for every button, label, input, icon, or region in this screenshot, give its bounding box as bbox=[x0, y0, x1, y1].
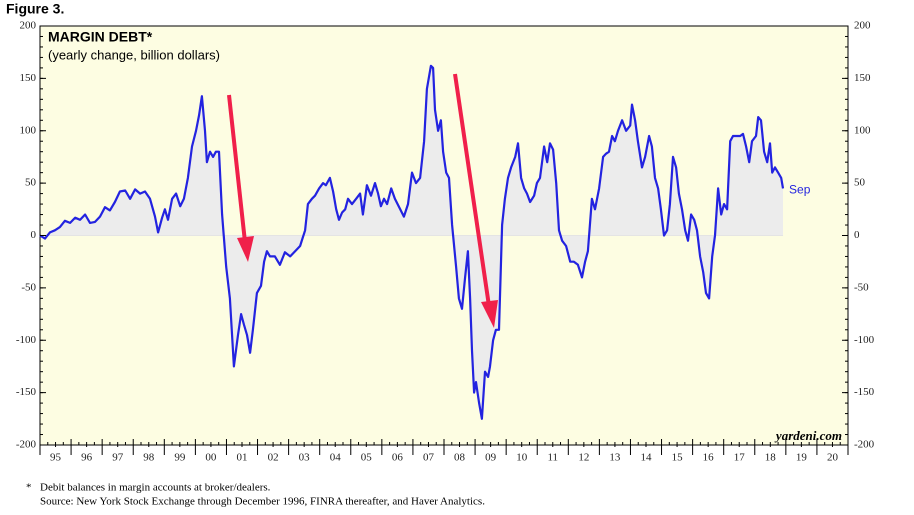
x-tick-label: 17 bbox=[734, 452, 746, 464]
x-tick-label: 95 bbox=[50, 452, 62, 464]
end-label: Sep bbox=[789, 183, 811, 197]
arrows bbox=[227, 73, 498, 328]
x-tick-label: 97 bbox=[112, 452, 124, 464]
y-tick-label: -200 bbox=[16, 439, 37, 451]
y-tick-label: -100 bbox=[16, 334, 37, 346]
x-tick-label: 10 bbox=[516, 452, 528, 464]
x-tick-label: 09 bbox=[485, 452, 497, 464]
y2-tick-label: 200 bbox=[854, 20, 871, 32]
y2-tick-label: 150 bbox=[854, 72, 871, 84]
x-tick-label: 20 bbox=[827, 452, 839, 464]
x-tick-label: 98 bbox=[143, 452, 155, 464]
x-tick-label: 02 bbox=[268, 452, 279, 464]
x-tick-label: 13 bbox=[609, 452, 621, 464]
y-tick-label: 0 bbox=[31, 229, 37, 241]
x-tick-label: 15 bbox=[672, 452, 684, 464]
y-tick-label: 100 bbox=[20, 124, 37, 136]
x-tick-label: 16 bbox=[703, 452, 715, 464]
x-tick-label: 99 bbox=[174, 452, 186, 464]
y2-tick-label: -50 bbox=[854, 281, 869, 293]
footnote-note: Debit balances in margin accounts at bro… bbox=[40, 482, 271, 494]
footnote-source: Source: New York Stock Exchange through … bbox=[40, 496, 485, 508]
x-tick-label: 19 bbox=[796, 452, 808, 464]
y-tick-label: 150 bbox=[20, 72, 37, 84]
y2-tick-label: 50 bbox=[854, 177, 866, 189]
y-tick-label: 200 bbox=[20, 20, 37, 32]
x-tick-label: 14 bbox=[641, 452, 653, 464]
x-tick-label: 06 bbox=[392, 452, 404, 464]
x-tick-label: 03 bbox=[299, 452, 311, 464]
y2-tick-label: 0 bbox=[854, 229, 860, 241]
x-tick-label: 08 bbox=[454, 452, 466, 464]
y-tick-label: -150 bbox=[16, 386, 37, 398]
y2-tick-label: -150 bbox=[854, 386, 875, 398]
data-line bbox=[39, 64, 785, 420]
x-tick-label: 05 bbox=[361, 452, 373, 464]
footnote-marker: * bbox=[26, 482, 32, 494]
y-tick-label: 50 bbox=[25, 177, 37, 189]
chart-title: MARGIN DEBT* bbox=[48, 29, 153, 45]
x-tick-label: 96 bbox=[81, 452, 93, 464]
x-tick-label: 00 bbox=[205, 452, 217, 464]
x-tick-label: 18 bbox=[765, 452, 777, 464]
figure-label: Figure 3. bbox=[6, 1, 64, 17]
y2-tick-label: 100 bbox=[854, 124, 871, 136]
watermark: yardeni.com bbox=[774, 428, 842, 443]
y2-tick-label: -100 bbox=[854, 334, 875, 346]
x-tick-label: 11 bbox=[547, 452, 558, 464]
chart-subtitle: (yearly change, billion dollars) bbox=[48, 47, 220, 62]
x-tick-label: 01 bbox=[237, 452, 248, 464]
x-tick-label: 07 bbox=[423, 452, 435, 464]
y-tick-label: -50 bbox=[21, 281, 36, 293]
x-tick-label: 04 bbox=[330, 452, 342, 464]
x-tick-label: 12 bbox=[578, 452, 589, 464]
y2-tick-label: -200 bbox=[854, 439, 875, 451]
